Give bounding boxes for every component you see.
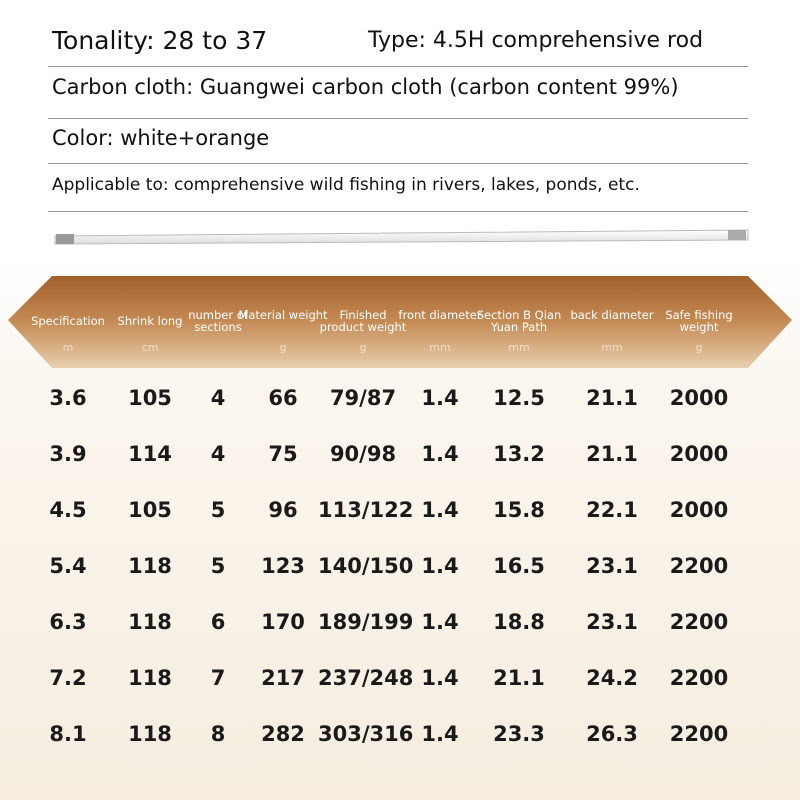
applicable: Applicable to: comprehensive wild fishin…	[52, 175, 640, 195]
table-cell: 24.2	[586, 666, 638, 690]
table-cell: 8.1	[49, 722, 87, 746]
table-cell: 8	[210, 722, 226, 746]
column-unit: mm	[429, 341, 451, 354]
table-cell: 18.8	[493, 610, 545, 634]
type: Type: 4.5H comprehensive rod	[368, 28, 704, 53]
table-cell: 1.4	[421, 666, 459, 690]
table-cell: 282	[261, 722, 305, 746]
table-cell: 23.1	[586, 610, 638, 634]
table-cell: 3.6	[49, 386, 87, 410]
table-cell: 105	[128, 386, 172, 410]
table-cell: 15.8	[493, 498, 545, 522]
table-cell: 118	[128, 666, 172, 690]
table-cell: 23.1	[586, 554, 638, 578]
table-cell: 1.4	[421, 442, 459, 466]
column-unit: g	[695, 341, 703, 354]
table-cell: 21.1	[586, 386, 638, 410]
table-cell: 16.5	[493, 554, 545, 578]
column-unit: cm	[141, 341, 159, 354]
table-cell: 6.3	[49, 610, 87, 634]
table-cell: 7.2	[49, 666, 87, 690]
table-cell: 2200	[669, 666, 729, 690]
table-cell: 12.5	[493, 386, 545, 410]
column-header: number of sections	[188, 308, 248, 334]
table-cell: 2000	[669, 498, 729, 522]
table-cell: 79/87	[329, 386, 397, 410]
table-cell: 96	[268, 498, 298, 522]
column-header: Safe fishing weight	[665, 308, 733, 334]
table-cell: 1.4	[421, 386, 459, 410]
table-cell: 2000	[669, 442, 729, 466]
table-cell: 170	[261, 610, 305, 634]
table-cell: 114	[128, 442, 172, 466]
column-header: Specification	[31, 314, 105, 328]
table-cell: 90/98	[329, 442, 397, 466]
table-cell: 303/316	[318, 722, 414, 746]
table-cell: 3.9	[49, 442, 87, 466]
table-cell: 140/150	[318, 554, 414, 578]
separator	[48, 211, 748, 212]
table-cell: 23.3	[493, 722, 545, 746]
table-cell: 5	[210, 498, 226, 522]
table-cell: 237/248	[318, 666, 414, 690]
table-cell: 4.5	[49, 498, 87, 522]
table-cell: 118	[128, 554, 172, 578]
column-unit: mm	[601, 341, 623, 354]
table-cell: 2200	[669, 610, 729, 634]
carbon-cloth: Carbon cloth: Guangwei carbon cloth (car…	[52, 75, 679, 99]
table-cell: 22.1	[586, 498, 638, 522]
table-cell: 13.2	[493, 442, 545, 466]
color: Color: white+orange	[52, 126, 270, 150]
rod-butt	[56, 234, 74, 244]
column-header: Section B Qian Yuan Path	[476, 308, 562, 334]
table-cell: 1.4	[421, 722, 459, 746]
column-unit: g	[279, 341, 287, 354]
separator	[48, 163, 748, 164]
table-cell: 5	[210, 554, 226, 578]
table-cell: 2000	[669, 386, 729, 410]
column-unit: mm	[508, 341, 530, 354]
table-cell: 75	[268, 442, 298, 466]
table-cell: 7	[210, 666, 226, 690]
column-unit: g	[359, 341, 367, 354]
column-header: back diameter	[570, 308, 654, 322]
table-cell: 1.4	[421, 610, 459, 634]
column-unit: m	[62, 341, 74, 354]
column-header: Finished product weight	[319, 308, 407, 334]
table-cell: 123	[261, 554, 305, 578]
rod	[54, 229, 749, 245]
separator	[48, 66, 748, 67]
table-cell: 2200	[669, 554, 729, 578]
tonality: Tonality: 28 to 37	[52, 26, 268, 55]
table-cell: 118	[128, 722, 172, 746]
table-cell: 4	[210, 386, 226, 410]
table-cell: 217	[261, 666, 305, 690]
table-cell: 1.4	[421, 498, 459, 522]
column-header: front diameter	[398, 308, 482, 322]
table-cell: 113/122	[318, 498, 414, 522]
table-cell: 21.1	[493, 666, 545, 690]
table-cell: 4	[210, 442, 226, 466]
table-cell: 21.1	[586, 442, 638, 466]
table-cell: 105	[128, 498, 172, 522]
separator	[48, 118, 748, 119]
table-header-banner	[8, 276, 792, 368]
table-cell: 5.4	[49, 554, 87, 578]
rod-tip	[728, 230, 746, 240]
table-cell: 2200	[669, 722, 729, 746]
column-header: Shrink long	[117, 314, 183, 328]
table-cell: 1.4	[421, 554, 459, 578]
table-cell: 26.3	[586, 722, 638, 746]
table-cell: 6	[210, 610, 226, 634]
table-cell: 118	[128, 610, 172, 634]
table-cell: 189/199	[318, 610, 414, 634]
table-cell: 66	[268, 386, 298, 410]
column-header: Material weight	[238, 308, 328, 322]
